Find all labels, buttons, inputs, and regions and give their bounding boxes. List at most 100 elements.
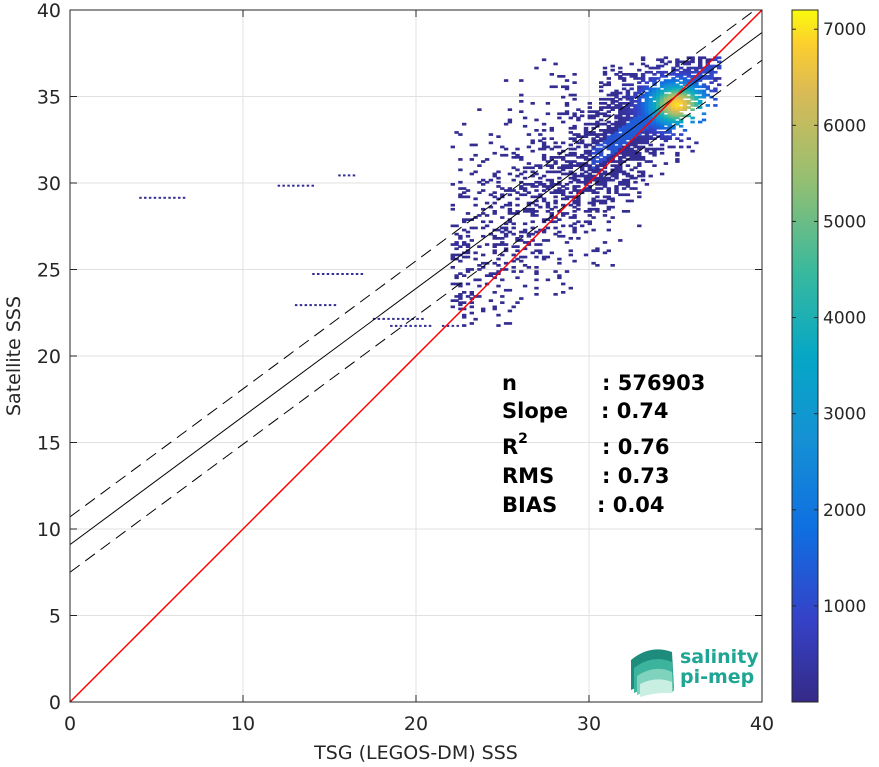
density-cell [534,210,539,213]
density-cell [671,120,676,124]
density-cell [659,102,665,105]
density-cell [637,77,642,80]
density-cell [580,162,585,165]
density-cell [640,170,646,174]
density-cell [709,70,714,74]
density-cell [637,100,642,103]
density-cell [599,201,604,205]
density-cell [409,324,412,327]
density-cell [515,168,520,172]
density-cell [553,160,558,163]
density-cell [458,284,463,288]
density-cell [682,77,688,80]
density-cell [492,191,497,194]
density-cell [530,195,535,199]
density-cell [610,122,615,126]
density-cell [507,193,513,197]
density-cell [454,224,459,228]
density-cell [496,176,501,180]
density-cell [667,81,672,84]
density-cell [553,85,558,89]
density-cell [694,89,699,93]
density-cell [614,189,619,192]
density-cell [450,266,455,269]
density-cell [679,97,684,101]
density-cell [652,129,657,132]
density-cell [561,141,566,145]
density-cell [507,309,513,313]
density-cell [526,266,532,269]
density-cell [656,114,661,118]
density-cell [652,137,657,140]
density-cell [338,174,341,177]
density-cell [713,104,718,107]
density-cell [545,205,551,209]
density-cell [602,135,608,138]
density-cell [656,118,661,122]
density-cell [541,145,547,149]
density-cell [522,284,528,288]
density-cell [659,116,665,120]
density-cell [557,183,562,186]
density-cell [454,241,459,244]
density-cell [534,249,539,253]
density-cell [648,114,653,118]
density-cell [690,89,695,93]
density-cell [644,147,650,151]
density-cell [587,210,592,213]
density-cell [679,139,684,143]
density-cell [656,95,661,99]
density-cell [652,131,657,134]
density-cell [541,129,547,132]
density-cell [450,224,455,228]
density-cell [591,249,596,253]
density-cell [644,133,650,136]
density-cell [694,68,699,72]
density-cell [309,304,312,307]
y-tick-label: 25 [37,260,61,282]
density-cell [576,162,581,165]
density-cell [610,135,615,138]
density-cell [557,156,562,159]
density-cell [637,110,642,113]
density-cell [633,180,638,184]
density-cell [667,131,672,134]
density-cell [561,191,566,194]
density-cell [561,158,566,161]
density-cell [614,174,619,178]
y-tick-label: 35 [37,87,61,109]
density-cell [469,297,474,300]
density-cell [458,195,463,199]
density-cell [553,232,558,236]
density-cell [583,135,589,138]
density-cell [519,79,524,82]
density-cell [595,110,600,113]
density-cell [572,160,577,163]
density-cell [610,91,615,95]
density-cell [488,205,494,209]
density-cell [503,228,509,232]
density-cell [561,224,566,228]
density-cell [667,97,672,101]
density-cell [549,73,554,76]
density-cell [519,270,524,273]
colorbar-gradient [791,9,819,703]
density-cell [602,122,608,126]
density-cell [477,295,482,298]
density-cell [484,243,490,246]
density-cell [618,120,623,124]
density-cell [168,196,171,199]
density-cell [614,185,619,188]
density-cell [667,60,672,64]
density-cell [671,114,676,118]
density-cell [640,108,646,111]
density-cell [610,199,615,203]
density-cell [591,122,596,126]
density-cell [648,129,653,132]
density-cell [534,255,539,259]
density-cell [534,270,539,273]
density-cell [583,253,589,257]
density-cell [618,70,623,74]
density-cell [469,239,474,242]
density-cell [656,110,661,113]
